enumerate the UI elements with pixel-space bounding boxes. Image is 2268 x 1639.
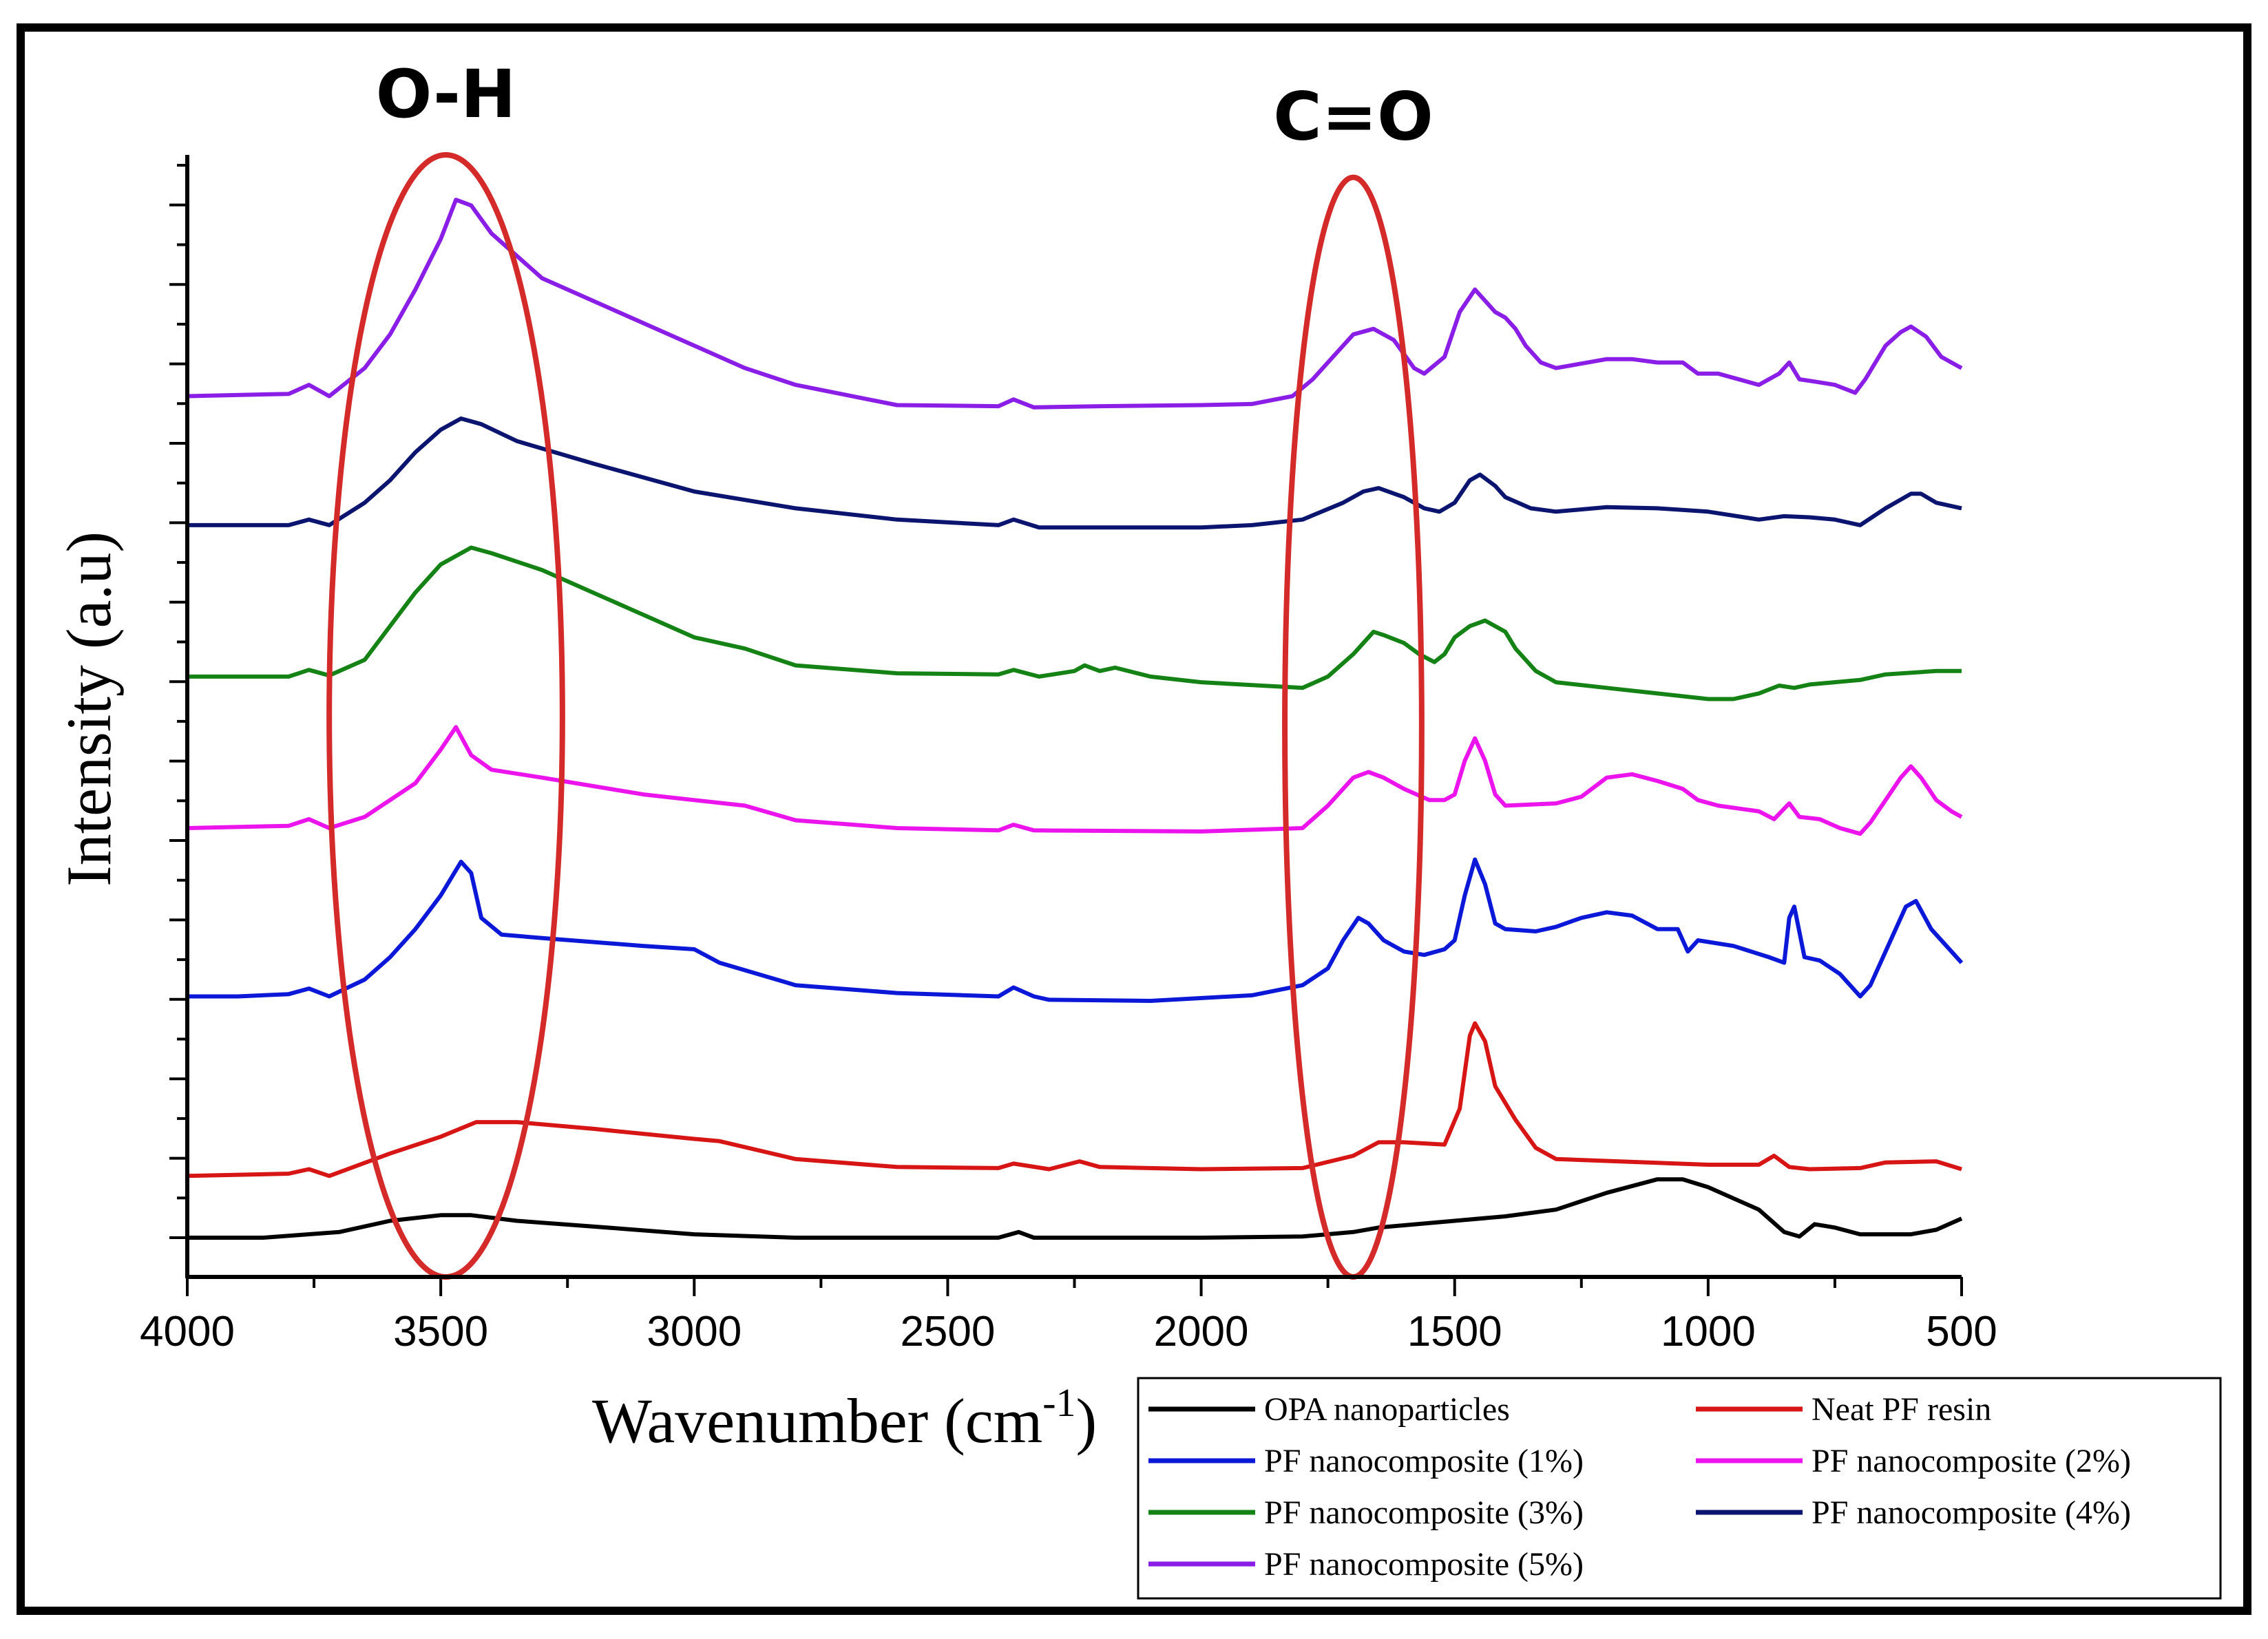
annotation-ellipse-1 [326, 152, 565, 1280]
outer-frame [17, 23, 2251, 1615]
legend-label-3: PF nanocomposite (1%) [1264, 1443, 1584, 1479]
x-tick-label: 2500 [900, 1308, 995, 1355]
annotation-label-1: O-H [376, 56, 516, 133]
legend: OPA nanoparticles Neat PF resin PF nanocom… [1137, 1377, 2222, 1600]
y-axis-title: Intensity (a.u) [54, 531, 124, 887]
y-axis-ticks [169, 164, 187, 1239]
legend-label-2: Neat PF resin [1812, 1391, 1991, 1428]
legend-label-5: PF nanocomposite (3%) [1264, 1494, 1584, 1531]
x-axis-title: Wavenumber (cm-1) [592, 1380, 1097, 1456]
x-axis-title-sup: -1 [1042, 1380, 1075, 1425]
legend-box [1137, 1377, 2222, 1600]
series-layer [187, 198, 1964, 1240]
series-line-1 [187, 1177, 1963, 1240]
x-tick-label: 4000 [140, 1308, 235, 1355]
x-tick-label: 1500 [1407, 1308, 1502, 1355]
x-axis-title-main: Wavenumber (cm [592, 1386, 1042, 1456]
series-line-5 [187, 545, 1962, 701]
legend-label-1: OPA nanoparticles [1264, 1391, 1510, 1428]
x-tick-label: 1000 [1661, 1308, 1756, 1355]
series-line-2 [187, 1021, 1962, 1178]
series-line-4 [187, 725, 1963, 836]
series-line-7 [187, 198, 1963, 410]
x-tick-label: 3000 [647, 1308, 742, 1355]
x-tick-label: 500 [1926, 1308, 1997, 1355]
legend-label-6: PF nanocomposite (4%) [1812, 1494, 2131, 1531]
annotation-label-2: C=O [1273, 78, 1434, 156]
legend-label-4: PF nanocomposite (2%) [1812, 1443, 2131, 1479]
x-axis-title-end: ) [1076, 1386, 1098, 1456]
x-tick-label: 2000 [1154, 1308, 1249, 1355]
x-tick-label: 3500 [393, 1308, 488, 1355]
x-axis-ticks: 4000 3500 3000 2500 2000 1500 1000 500 [140, 1277, 1997, 1355]
series-line-6 [187, 416, 1962, 530]
legend-label-7: PF nanocomposite (5%) [1264, 1546, 1584, 1583]
series-line-3 [187, 857, 1964, 1003]
annotation-ellipse-2 [1282, 174, 1425, 1280]
annotation-layer: O-H C=O [326, 56, 1434, 1280]
